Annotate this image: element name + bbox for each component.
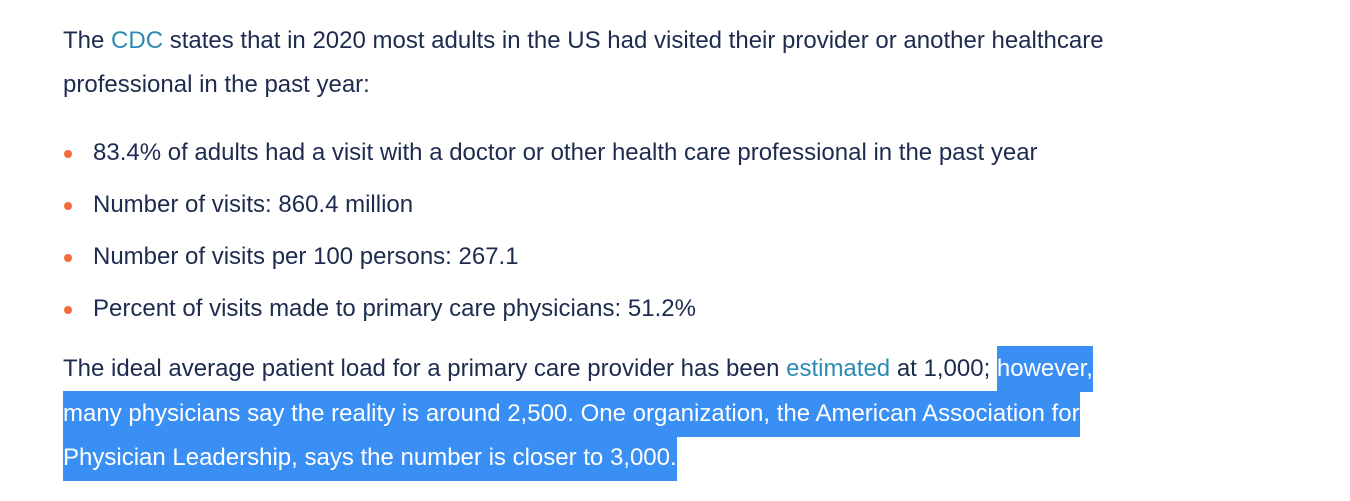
text: at 1,000; [890,355,997,382]
text: Number of visits: 860.4 million [93,191,414,218]
closing-paragraph: The ideal average patient load for a pri… [63,346,1093,481]
bullet-item: Number of visits per 100 persons: 267.1 [63,235,1038,287]
bullet-item: Number of visits: 860.4 million [63,183,1038,235]
link[interactable]: estimated [786,355,891,382]
intro-paragraph: The CDC states that in 2020 most adults … [63,19,1104,107]
bullet-dot [64,202,72,210]
text: 83.4% of adults had a visit with a docto… [93,139,1038,166]
text: Number of visits per 100 persons: 267.1 [93,243,519,270]
bullet-dot [64,306,72,314]
line: Physician Leadership, says the number is… [63,435,1093,481]
line: many physicians say the reality is aroun… [63,390,1093,437]
bullet-item: 83.4% of adults had a visit with a docto… [63,131,1038,183]
line: professional in the past year: [63,71,370,98]
selected-text: Physician Leadership, says the number is… [63,435,677,481]
text: The ideal average patient load for a pri… [63,355,787,382]
text: The [63,27,112,54]
bullet-dot [64,254,72,262]
line: The ideal average patient load for a pri… [63,346,1093,392]
link[interactable]: CDC [111,27,164,54]
bullet-dot [64,150,72,158]
selected-text: many physicians say the reality is aroun… [63,390,1080,437]
bullet-item: Percent of visits made to primary care p… [63,287,1038,339]
line: The CDC states that in 2020 most adults … [63,19,1104,63]
text: Percent of visits made to primary care p… [93,295,696,322]
text: states that in 2020 most adults in the U… [163,27,1104,54]
selected-text: however, [996,346,1093,392]
bullet-list: 83.4% of adults had a visit with a docto… [63,131,1038,339]
